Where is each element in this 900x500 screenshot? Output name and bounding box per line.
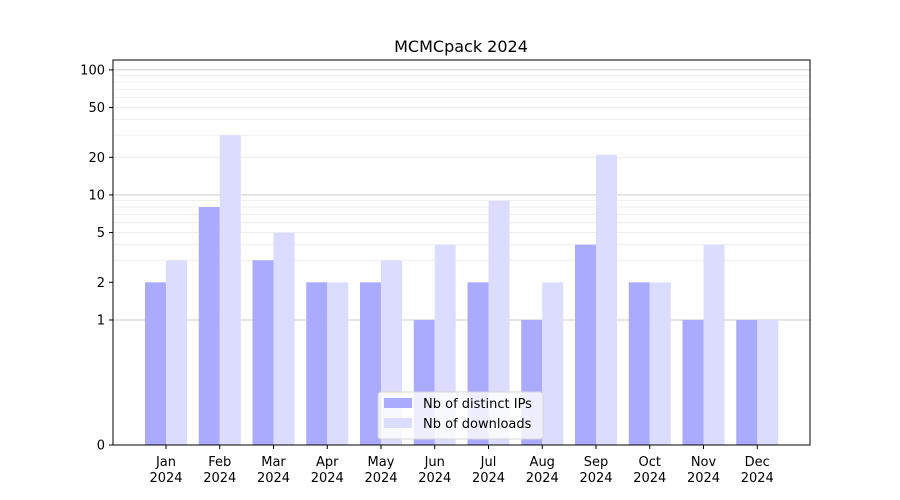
bar-downloads (649, 282, 671, 445)
x-tick-year: 2024 (257, 471, 290, 486)
bar-distinct-ips (145, 282, 166, 445)
bars (145, 135, 779, 446)
x-tick-year: 2024 (472, 471, 505, 486)
x-tick-month: Dec (745, 455, 770, 470)
y-tick-label: 20 (88, 151, 105, 166)
x-tick-year: 2024 (687, 471, 720, 486)
x-tick-month: Oct (639, 455, 661, 470)
bar-distinct-ips (575, 244, 596, 445)
x-tick-label: Apr 2024 (311, 455, 344, 486)
x-tick-label: Oct 2024 (633, 455, 666, 486)
y-tick-label: 0 (97, 439, 105, 454)
x-tick-year: 2024 (203, 471, 236, 486)
x-tick-label: Dec 2024 (741, 455, 774, 486)
x-tick-label: Jun 2024 (418, 455, 451, 486)
x-tick-year: 2024 (364, 471, 397, 486)
bar-downloads (219, 135, 241, 445)
bar-distinct-ips (628, 282, 650, 445)
bar-downloads (273, 232, 295, 445)
chart-title: MCMCpack 2024 (394, 37, 528, 56)
x-tick-year: 2024 (741, 471, 774, 486)
y-tick-label: 2 (97, 276, 105, 291)
x-tick-month: May (368, 455, 395, 470)
x-tick-label: May 2024 (364, 455, 397, 486)
x-tick-year: 2024 (633, 471, 666, 486)
x-tick-month: Sep (584, 455, 609, 470)
x-tick-month: Feb (208, 455, 231, 470)
legend-swatch (384, 418, 412, 428)
x-tick-year: 2024 (311, 471, 344, 486)
x-tick-month: Apr (316, 455, 339, 470)
x-tick-label: Aug 2024 (526, 455, 559, 486)
y-tick-label: 5 (97, 226, 105, 241)
bar-distinct-ips (682, 319, 704, 445)
legend: Nb of distinct IPs Nb of downloads (377, 391, 544, 440)
x-tick-year: 2024 (149, 471, 182, 486)
bar-downloads (757, 319, 779, 445)
bar-distinct-ips (736, 319, 758, 445)
plot-frame (112, 59, 811, 446)
x-tick-label: Jan 2024 (149, 455, 182, 486)
bar-downloads (542, 282, 564, 445)
y-axis: 0 1 2 5 10 20 50 100 (80, 63, 113, 454)
x-tick-year: 2024 (579, 471, 612, 486)
bar-downloads (166, 260, 187, 445)
x-tick-month: Mar (261, 455, 286, 470)
x-tick-month: Aug (530, 455, 555, 470)
x-tick-label: Mar 2024 (257, 455, 290, 486)
legend-box (377, 391, 544, 440)
y-tick-label: 1 (97, 313, 105, 328)
x-tick-year: 2024 (418, 471, 451, 486)
bar-downloads (327, 282, 349, 445)
x-tick-month: Nov (691, 455, 717, 470)
bar-downloads (596, 154, 617, 446)
bar-distinct-ips (198, 207, 220, 445)
y-tick-label: 10 (88, 188, 105, 203)
x-tick-label: Nov 2024 (687, 455, 720, 486)
bar-distinct-ips (252, 260, 274, 445)
bar-distinct-ips (306, 282, 328, 445)
bar-distinct-ips (360, 282, 381, 445)
y-tick-label: 50 (88, 101, 105, 116)
x-tick-label: Feb 2024 (203, 455, 236, 486)
legend-label: Nb of downloads (423, 417, 532, 432)
legend-swatch (384, 398, 412, 408)
bar-downloads (488, 200, 510, 445)
y-tick-label: 100 (80, 63, 105, 78)
x-tick-label: Sep 2024 (579, 455, 612, 486)
bar-downloads (703, 244, 725, 445)
x-tick-month: Jun (424, 455, 445, 470)
x-tick-month: Jul (480, 455, 497, 470)
legend-label: Nb of distinct IPs (423, 397, 532, 412)
x-tick-year: 2024 (526, 471, 559, 486)
x-tick-month: Jan (155, 455, 176, 470)
x-tick-label: Jul 2024 (472, 455, 505, 486)
